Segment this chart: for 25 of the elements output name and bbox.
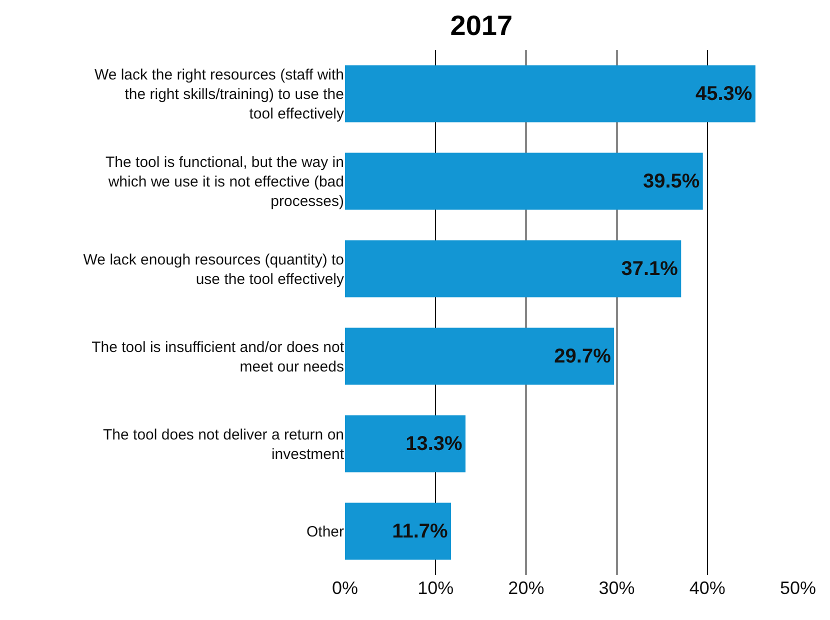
y-tick-label: We lack the right resources (staff with the right skills/training) to use the tool effectively: [94, 66, 344, 122]
y-tick-label: The tool is insufficient and/or does not meet our needs: [92, 338, 345, 376]
data-label: 37.1%: [621, 258, 678, 280]
x-tick-label: 0%: [332, 578, 358, 598]
y-tick-label: Other: [306, 524, 344, 540]
bar: [345, 65, 756, 122]
bar: [345, 240, 682, 298]
x-tick-label: 40%: [689, 578, 726, 598]
chart-title: 2017: [450, 10, 513, 42]
x-tick-label: 30%: [598, 578, 635, 598]
bar: [345, 415, 466, 472]
x-tick-label: 10%: [418, 578, 454, 598]
bar: [345, 328, 614, 385]
y-tick-label: The tool is functional, but the way in which we use it is not effective (bad processes): [106, 154, 344, 210]
bar: [345, 502, 451, 560]
data-label: 13.3%: [406, 432, 462, 455]
data-label: 29.7%: [554, 345, 612, 368]
bar: [345, 152, 703, 210]
data-label: 11.7%: [392, 520, 448, 542]
data-label: 45.3%: [695, 82, 752, 105]
data-label: 39.5%: [642, 170, 700, 192]
y-tick-label: We lack enough resources (quantity) to use the tool effectively: [83, 251, 344, 288]
x-tick-label: 50%: [780, 578, 816, 598]
y-tick-label: The tool does not deliver a return on investment: [103, 426, 345, 463]
x-tick-label: 20%: [508, 578, 544, 598]
